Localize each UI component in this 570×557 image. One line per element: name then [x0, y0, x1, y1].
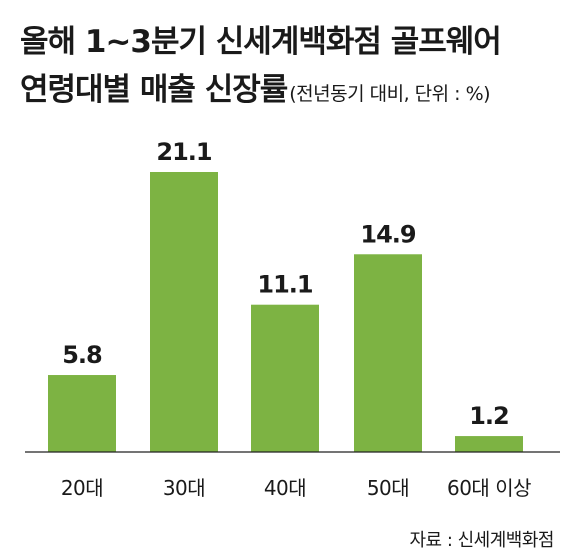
x-tick-label-5: 60대 이상: [447, 476, 531, 500]
bar-4: [354, 254, 422, 452]
labels-group: 5.8 20대 21.1 30대 11.1 40대 14.9 50대 1.2 60대 이상: [61, 138, 532, 500]
bar-3: [251, 304, 319, 452]
source-note: 자료 : 신세계백화점: [409, 530, 555, 551]
data-label-5: 1.2: [469, 402, 509, 430]
chart-subtitle: 연령대별 매출 신장률: [20, 72, 288, 108]
x-tick-label-3: 40대: [264, 476, 306, 500]
data-label-1: 5.8: [62, 341, 102, 369]
bar-1: [48, 375, 116, 452]
bars-group: [48, 172, 523, 452]
chart-unit-note: (전년동기 대비, 단위 : %): [289, 83, 491, 105]
chart-title-block: 올해 1~3분기 신세계백화점 골프웨어 연령대별 매출 신장률 (전년동기 대비…: [20, 22, 560, 115]
data-label-3: 11.1: [257, 271, 313, 299]
x-tick-label-1: 20대: [61, 476, 103, 500]
bar-2: [150, 172, 218, 452]
data-label-4: 14.9: [360, 220, 416, 248]
data-label-2: 21.1: [156, 138, 212, 166]
x-tick-label-4: 50대: [367, 476, 409, 500]
chart-subtitle-line: 연령대별 매출 신장률 (전년동기 대비, 단위 : %): [20, 70, 560, 115]
chart-title: 올해 1~3분기 신세계백화점 골프웨어: [20, 24, 502, 60]
bar-5: [455, 436, 523, 452]
x-tick-label-2: 30대: [163, 476, 205, 500]
